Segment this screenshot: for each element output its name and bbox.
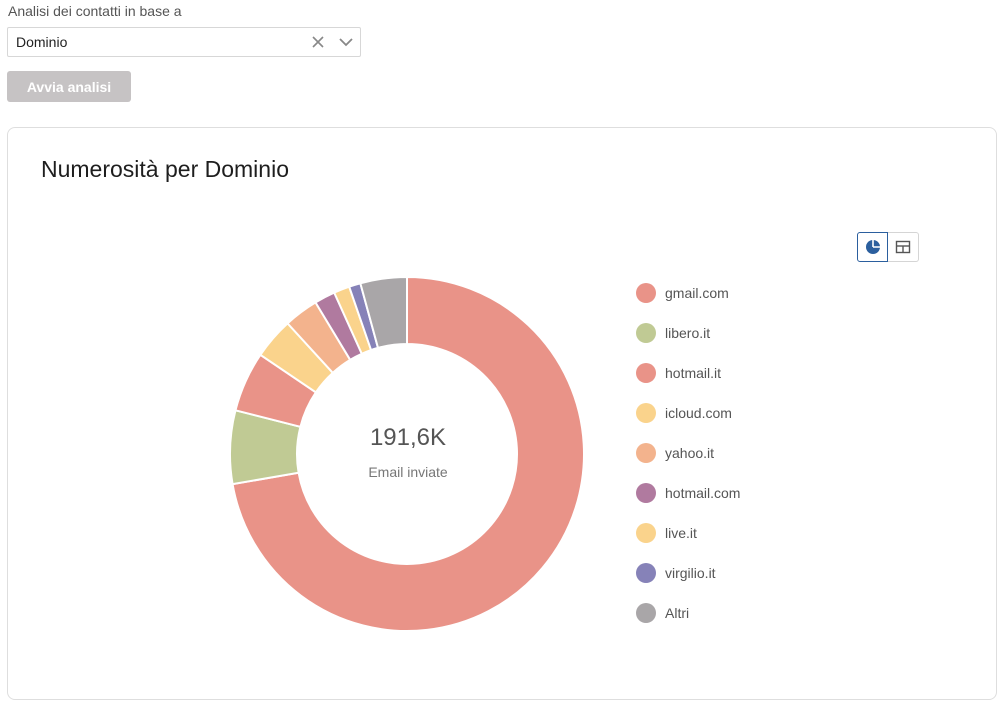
close-icon[interactable] xyxy=(304,28,332,56)
chart-view-button[interactable] xyxy=(857,232,888,262)
legend-label: live.it xyxy=(665,525,697,541)
legend-item[interactable]: libero.it xyxy=(636,313,740,353)
chart-title: Numerosità per Dominio xyxy=(41,156,289,182)
legend-label: Altri xyxy=(665,605,690,621)
pie-chart-icon xyxy=(865,240,880,254)
table-icon xyxy=(895,240,911,254)
total-label: Email inviate xyxy=(368,464,448,480)
legend-item[interactable]: Altri xyxy=(636,593,740,633)
legend-swatch xyxy=(636,483,656,503)
legend-swatch xyxy=(636,523,656,543)
legend-swatch xyxy=(636,443,656,463)
chart-card: Numerosità per Dominio 191,6K Email invi… xyxy=(7,127,997,700)
legend-item[interactable]: hotmail.com xyxy=(636,473,740,513)
legend-item[interactable]: gmail.com xyxy=(636,273,740,313)
legend-swatch xyxy=(636,323,656,343)
legend-label: yahoo.it xyxy=(665,445,715,461)
legend-label: hotmail.it xyxy=(665,365,722,381)
legend-swatch xyxy=(636,603,656,623)
table-view-button[interactable] xyxy=(888,232,919,262)
view-toggle xyxy=(857,232,919,262)
legend-item[interactable]: icloud.com xyxy=(636,393,740,433)
legend-item[interactable]: virgilio.it xyxy=(636,553,740,593)
run-analysis-button[interactable]: Avvia analisi xyxy=(7,71,131,102)
legend: gmail.com libero.it hotmail.it icloud.com ya… xyxy=(636,273,740,633)
legend-label: hotmail.com xyxy=(665,485,741,501)
legend-item[interactable]: live.it xyxy=(636,513,740,553)
legend-swatch xyxy=(636,283,656,303)
donut-slice-gmail-com[interactable] xyxy=(231,275,585,632)
analysis-select[interactable]: Dominio xyxy=(7,27,361,57)
donut-slice-altri[interactable] xyxy=(359,275,408,350)
donut-chart xyxy=(229,275,585,632)
legend-label: virgilio.it xyxy=(665,565,716,581)
legend-swatch xyxy=(636,363,656,383)
legend-label: gmail.com xyxy=(665,285,729,301)
legend-item[interactable]: hotmail.it xyxy=(636,353,740,393)
chevron-down-icon[interactable] xyxy=(332,28,360,56)
legend-label: icloud.com xyxy=(665,405,732,421)
legend-item[interactable]: yahoo.it xyxy=(636,433,740,473)
select-value: Dominio xyxy=(16,34,68,50)
legend-swatch xyxy=(636,563,656,583)
legend-label: libero.it xyxy=(665,325,711,341)
legend-swatch xyxy=(636,403,656,423)
analysis-label: Analisi dei contatti in base a xyxy=(8,3,182,19)
total-value: 191,6K xyxy=(369,424,447,451)
